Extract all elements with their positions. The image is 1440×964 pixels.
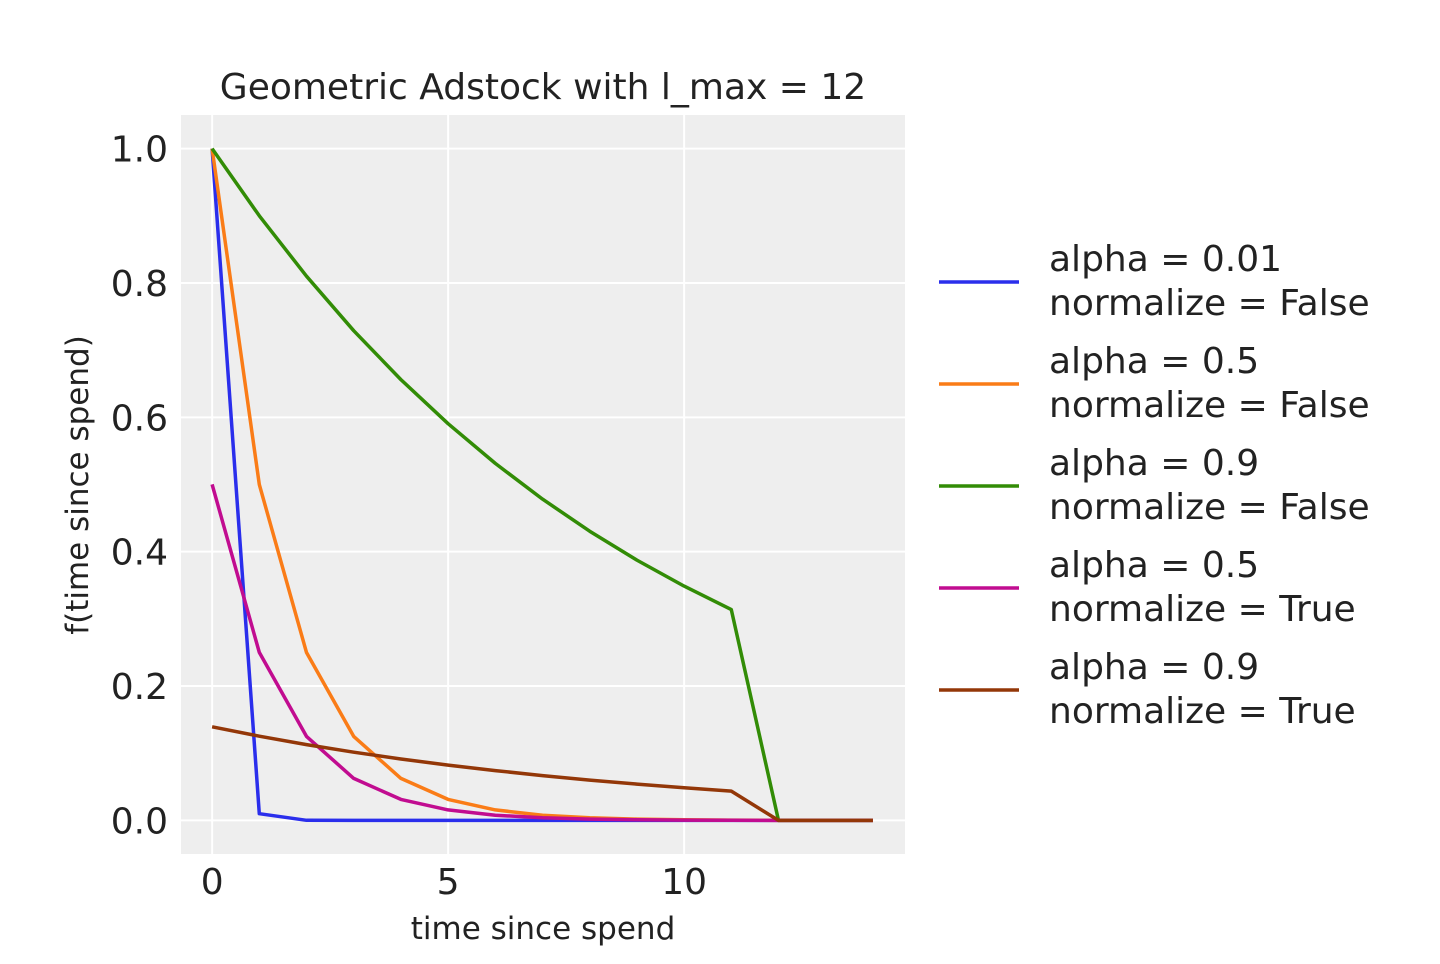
- legend-label: alpha = 0.01 normalize = False: [1049, 239, 1370, 324]
- legend-item: alpha = 0.5 normalize = False: [939, 341, 1370, 426]
- x-tick-label: 10: [661, 862, 707, 903]
- series-line-2: [210, 147, 873, 823]
- x-axis-label: time since spend: [411, 911, 676, 947]
- legend-item: alpha = 0.9 normalize = True: [939, 647, 1356, 732]
- legend-label: alpha = 0.5 normalize = False: [1049, 341, 1370, 426]
- legend-label: alpha = 0.5 normalize = True: [1049, 545, 1356, 630]
- x-tick-label: 0: [201, 862, 224, 903]
- x-tick-label: 5: [437, 862, 460, 903]
- y-tick-label: 0.4: [111, 533, 168, 574]
- y-tick-label: 1.0: [111, 130, 168, 171]
- series-line-4: [211, 725, 873, 823]
- y-axis-label: f(time since spend): [60, 335, 96, 635]
- y-tick-label: 0.0: [111, 801, 168, 842]
- legend-label: alpha = 0.9 normalize = False: [1049, 443, 1370, 528]
- legend-item: alpha = 0.5 normalize = True: [939, 545, 1356, 630]
- legend-item: alpha = 0.01 normalize = False: [939, 239, 1370, 324]
- y-tick-label: 0.8: [111, 264, 168, 305]
- chart-title: Geometric Adstock with l_max = 12: [220, 67, 866, 108]
- series-line-3: [210, 483, 873, 823]
- legend-item: alpha = 0.9 normalize = False: [939, 443, 1370, 528]
- series-lines: [210, 147, 873, 823]
- legend: alpha = 0.01 normalize = False alpha = 0.5…: [939, 239, 1370, 732]
- y-tick-label: 0.2: [111, 667, 168, 708]
- tick-labels: 0 5 10 0.0 0.2 0.4 0.6 0.8 1.0: [111, 130, 707, 903]
- legend-label: alpha = 0.9 normalize = True: [1049, 647, 1356, 732]
- y-tick-label: 0.6: [111, 398, 168, 439]
